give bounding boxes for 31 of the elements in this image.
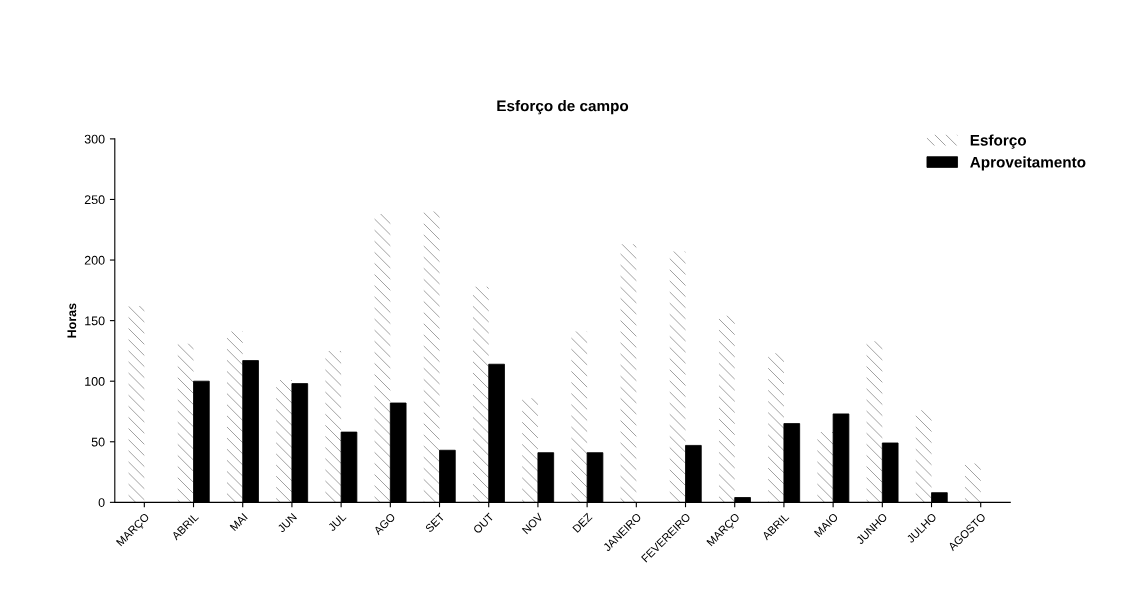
- bar: [718, 315, 735, 503]
- bar: [128, 306, 145, 503]
- bar: [817, 432, 834, 503]
- bar: [620, 244, 637, 503]
- x-tick-label: JUL: [327, 512, 347, 532]
- bar: [964, 463, 981, 503]
- legend-label: Aproveitamento: [970, 156, 1086, 171]
- bar: [571, 331, 588, 503]
- y-tick-label: 200: [84, 255, 105, 265]
- bar: [325, 350, 342, 503]
- x-tick-label: MAI: [229, 513, 248, 532]
- bar: [177, 343, 194, 503]
- y-tick-label: 150: [85, 316, 105, 326]
- bar: [866, 341, 883, 503]
- bar: [374, 214, 391, 503]
- y-axis-title: Horas: [67, 303, 77, 338]
- bar: [276, 379, 292, 503]
- y-tick-label: 50: [91, 437, 105, 447]
- chart-title: Esforço de campo: [497, 100, 629, 115]
- y-tick-label: 100: [85, 377, 105, 386]
- bar: [226, 331, 243, 503]
- bar: [915, 410, 932, 503]
- legend-label: Esforço: [970, 134, 1027, 149]
- bar: [472, 286, 489, 503]
- y-tick-label: 300: [84, 134, 105, 144]
- bar: [768, 353, 784, 503]
- bar: [423, 211, 440, 503]
- bar: [522, 398, 538, 503]
- bar: [669, 251, 686, 503]
- y-tick-label: 250: [84, 195, 105, 205]
- y-tick-label: 0: [98, 498, 105, 507]
